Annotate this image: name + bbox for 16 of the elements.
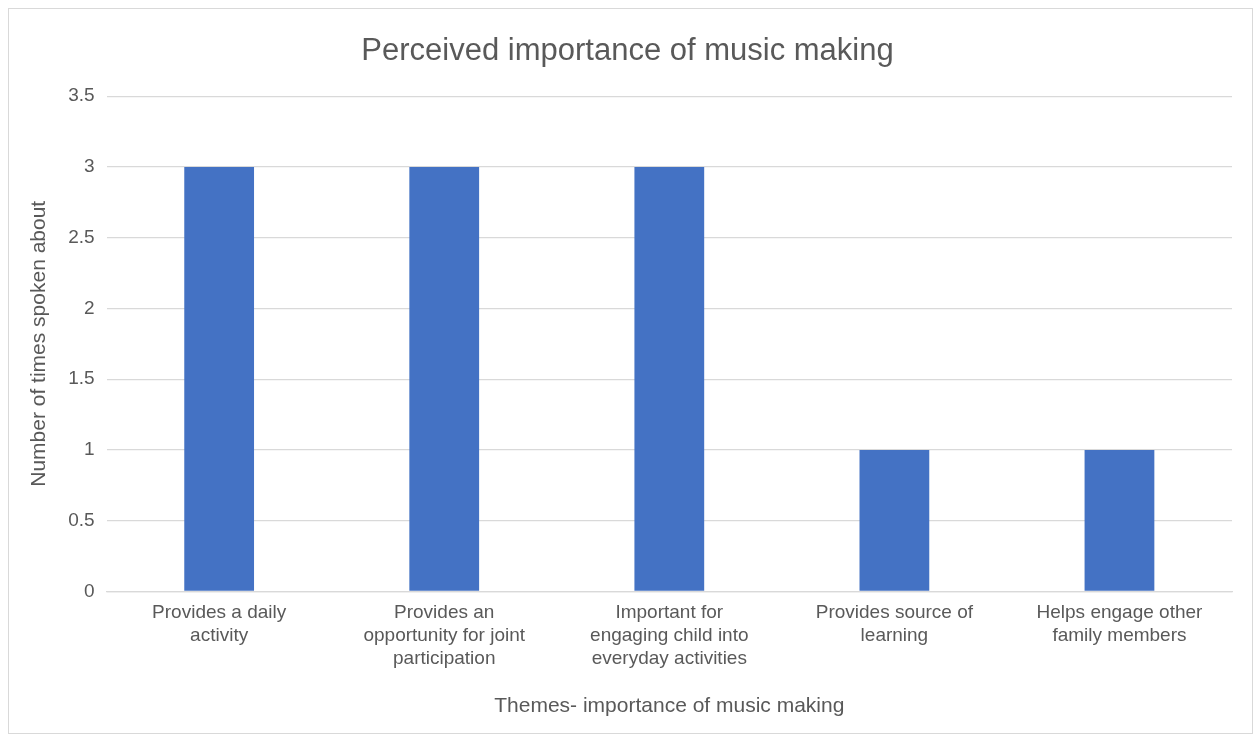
y-tick-label: 1 <box>84 438 95 460</box>
x-axis-title: Themes- importance of music making <box>494 693 845 717</box>
x-tick-label: Provides an opportunity for joint participation <box>363 601 526 668</box>
y-tick-label: 0.5 <box>68 508 95 530</box>
y-tick-label: 3.5 <box>68 84 95 106</box>
x-tick-label: Helps engage other family members <box>1036 601 1204 645</box>
y-tick-label: 1.5 <box>68 367 95 389</box>
chart-title: Perceived importance of music making <box>361 32 894 68</box>
y-tick-label: 0 <box>84 579 95 601</box>
y-axis-title: Number of times spoken about <box>26 200 50 487</box>
x-tick-label: Provides a daily activity <box>152 601 287 645</box>
y-tick-label: 2 <box>84 296 95 318</box>
x-tick-label: Provides source of learning <box>815 601 974 645</box>
x-tick-label: Important for engaging child into everyday activities <box>590 601 749 668</box>
y-tick-label: 2.5 <box>68 225 95 247</box>
y-tick-label: 3 <box>84 155 95 177</box>
